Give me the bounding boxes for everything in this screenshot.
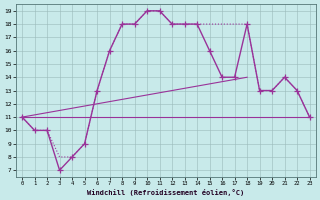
- X-axis label: Windchill (Refroidissement éolien,°C): Windchill (Refroidissement éolien,°C): [87, 189, 244, 196]
